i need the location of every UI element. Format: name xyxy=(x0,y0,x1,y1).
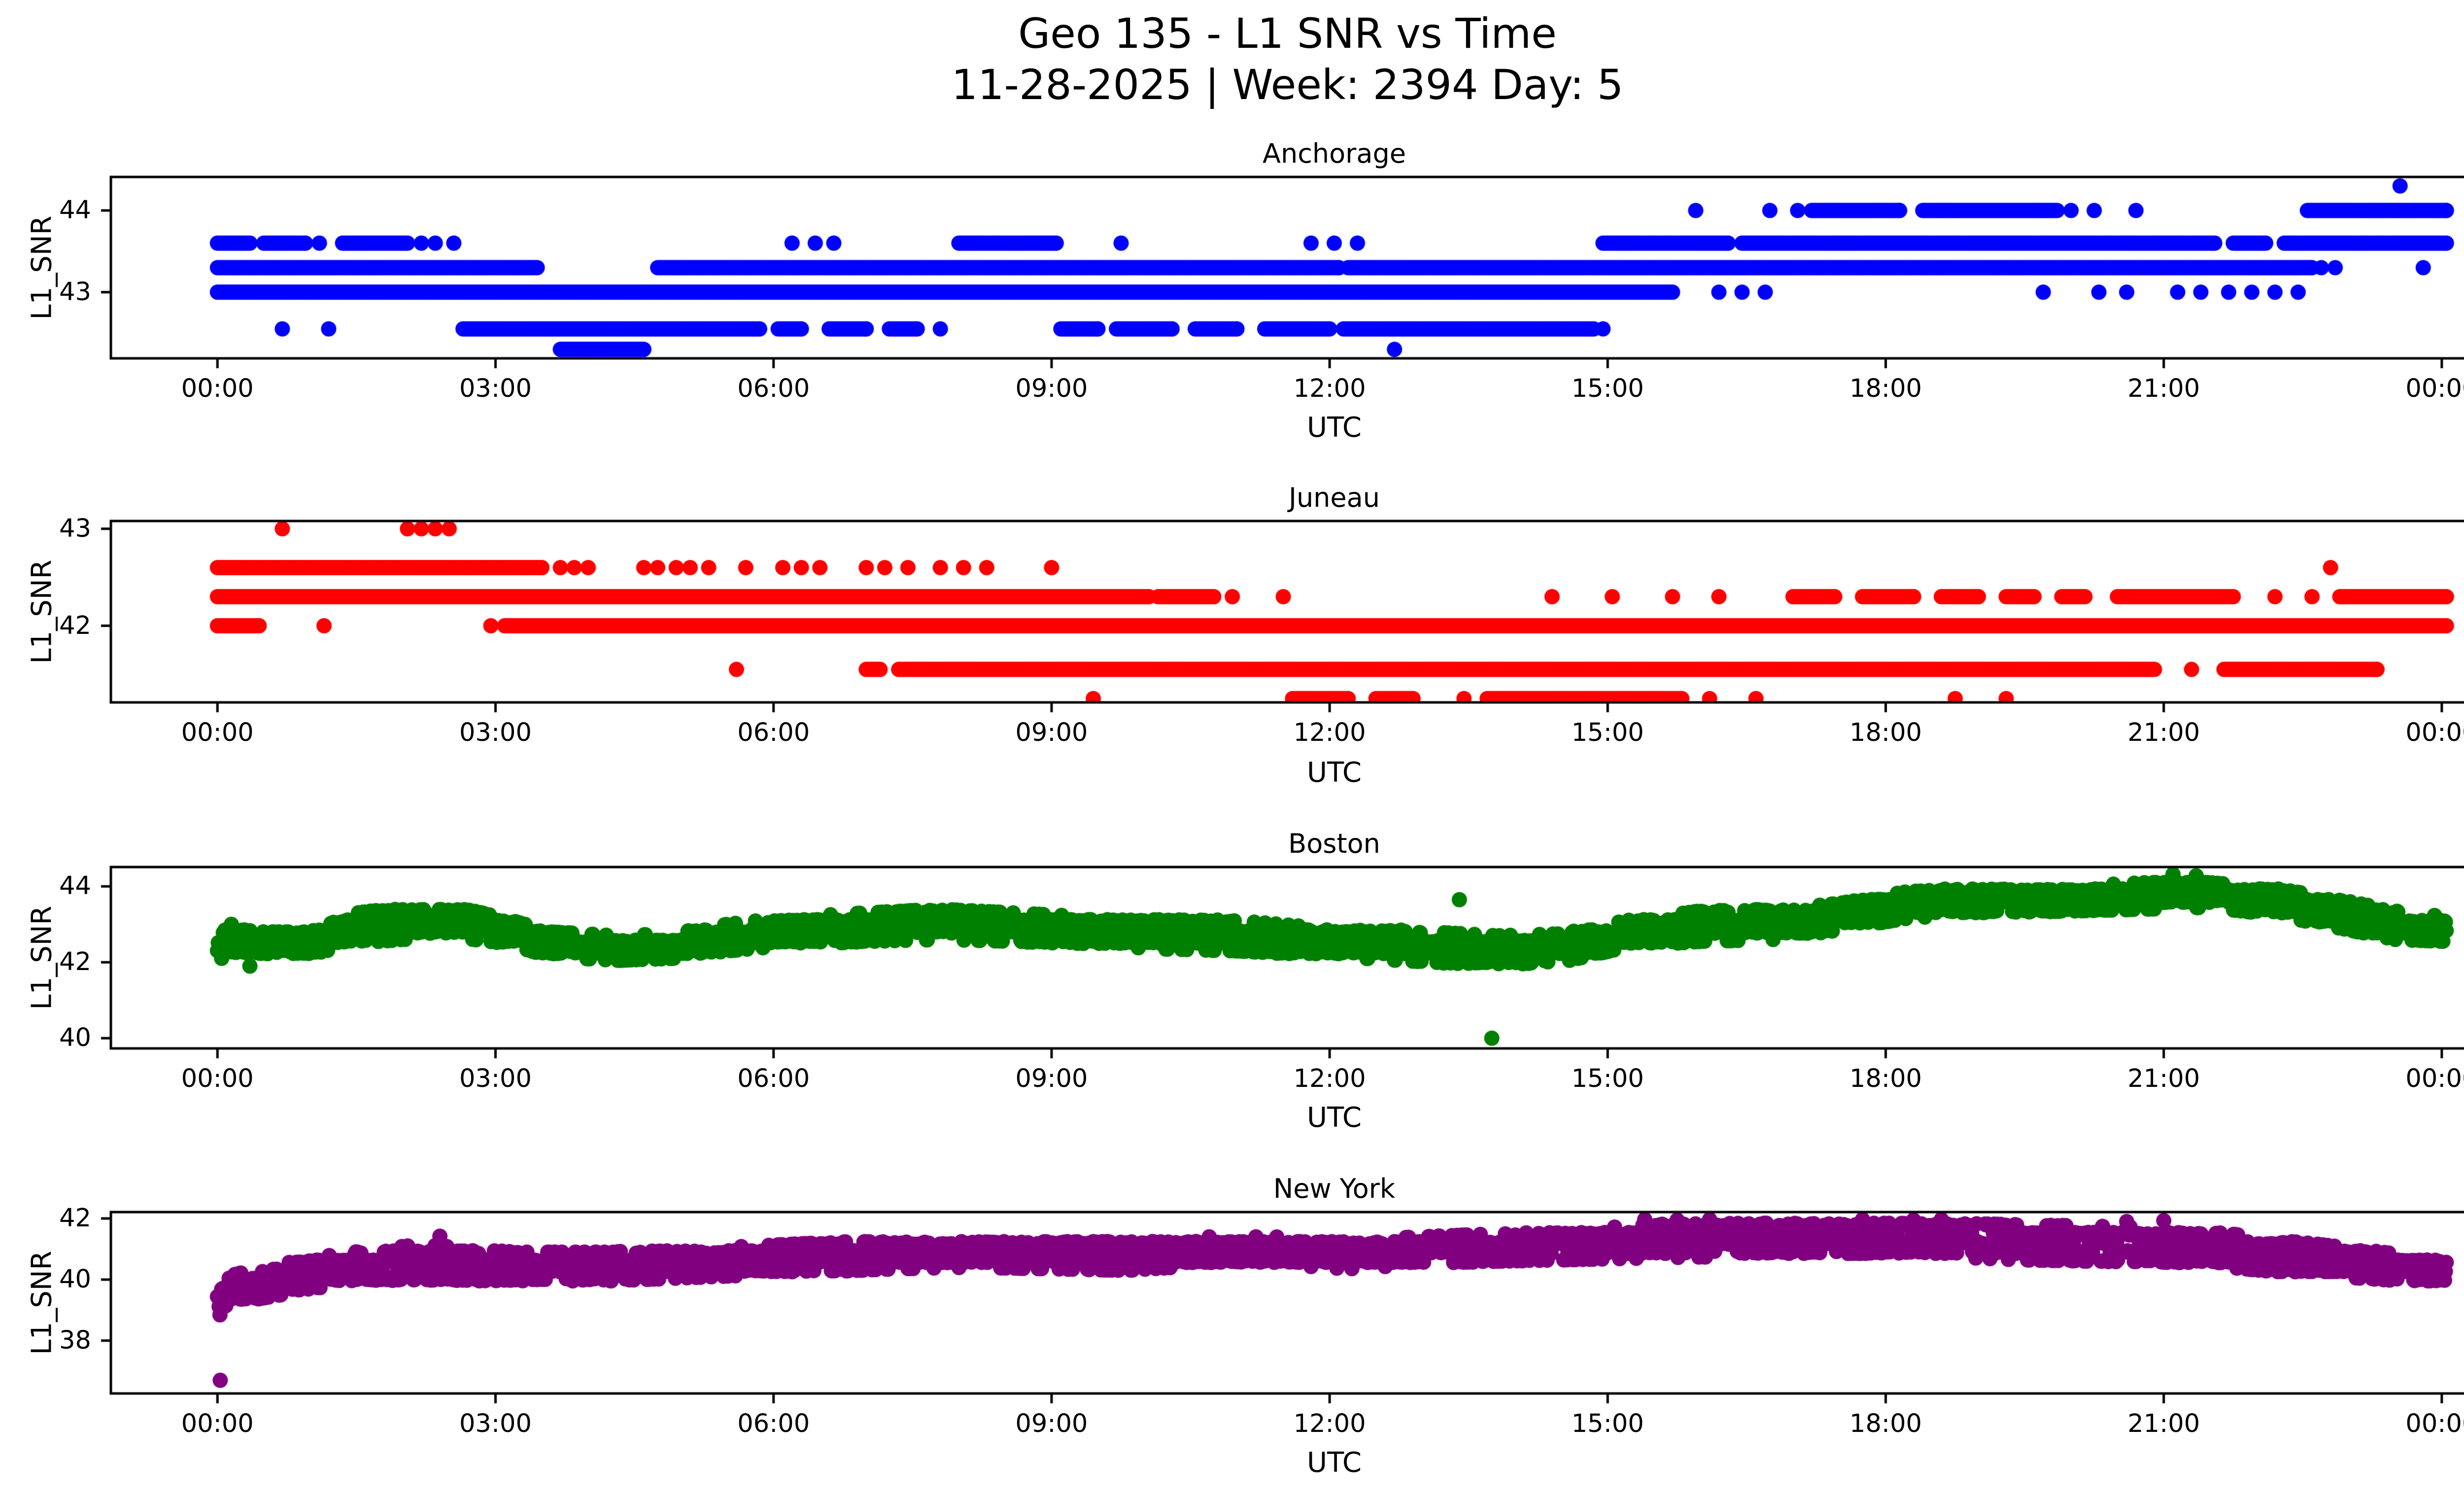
x-tick-label: 00:00 xyxy=(181,1064,254,1093)
x-tick-label: 00:00 xyxy=(2405,1409,2464,1438)
x-tick-label: 03:00 xyxy=(459,374,532,403)
x-tick-label: 09:00 xyxy=(1015,374,1088,403)
y-tick-label: 42 xyxy=(59,1204,91,1233)
subplot-title-anchorage: Anchorage xyxy=(1263,138,1406,169)
x-tick-label: 03:00 xyxy=(459,1409,532,1438)
y-tick-label: 44 xyxy=(59,195,91,225)
x-tick-label: 12:00 xyxy=(1293,374,1366,403)
x-tick-label: 00:00 xyxy=(2405,1064,2464,1093)
y-tick-label: 40 xyxy=(59,1023,91,1053)
y-tick-label: 44 xyxy=(59,871,91,901)
y-tick-label: 42 xyxy=(59,611,91,640)
subplot-title-boston: Boston xyxy=(1288,828,1380,859)
figure-title-line1: Geo 135 - L1 SNR vs Time xyxy=(1018,9,1557,58)
x-tick-label: 00:00 xyxy=(181,718,254,747)
x-tick-label: 06:00 xyxy=(737,718,810,747)
y-tick-label: 43 xyxy=(59,277,91,307)
x-tick-label: 06:00 xyxy=(737,1064,810,1093)
x-tick-label: 09:00 xyxy=(1015,1409,1088,1438)
x-tick-label: 09:00 xyxy=(1015,718,1088,747)
x-tick-label: 12:00 xyxy=(1293,1064,1366,1093)
x-tick-label: 18:00 xyxy=(1849,374,1922,403)
y-tick-label: 38 xyxy=(59,1325,91,1355)
x-axis-label-new-york: UTC xyxy=(1306,1447,1362,1479)
x-axis-label-anchorage: UTC xyxy=(1306,412,1362,444)
x-tick-label: 03:00 xyxy=(459,718,532,747)
x-tick-label: 21:00 xyxy=(2127,718,2200,747)
x-axis-label-boston: UTC xyxy=(1306,1102,1362,1134)
x-tick-label: 03:00 xyxy=(459,1064,532,1093)
x-tick-label: 12:00 xyxy=(1293,1409,1366,1438)
figure-title-line2: 11-28-2025 | Week: 2394 Day: 5 xyxy=(951,61,1624,109)
x-tick-label: 00:00 xyxy=(2405,374,2464,403)
x-tick-label: 15:00 xyxy=(1571,718,1644,747)
x-tick-label: 06:00 xyxy=(737,1409,810,1438)
x-tick-label: 15:00 xyxy=(1571,374,1644,403)
x-tick-label: 15:00 xyxy=(1571,1409,1644,1438)
y-tick-label: 42 xyxy=(59,947,91,977)
subplot-title-juneau: Juneau xyxy=(1289,482,1380,513)
x-tick-label: 00:00 xyxy=(181,1409,254,1438)
x-tick-label: 21:00 xyxy=(2127,1409,2200,1438)
x-tick-label: 18:00 xyxy=(1849,1064,1922,1093)
y-tick-label: 43 xyxy=(59,514,91,543)
x-tick-label: 15:00 xyxy=(1571,1064,1644,1093)
x-axis-label-juneau: UTC xyxy=(1306,757,1362,789)
x-tick-label: 21:00 xyxy=(2127,1064,2200,1093)
x-tick-label: 00:00 xyxy=(181,374,254,403)
x-tick-label: 18:00 xyxy=(1849,1409,1922,1438)
y-tick-label: 40 xyxy=(59,1264,91,1294)
x-tick-label: 18:00 xyxy=(1849,718,1922,747)
x-tick-label: 21:00 xyxy=(2127,374,2200,403)
x-tick-label: 00:00 xyxy=(2405,718,2464,747)
x-tick-label: 12:00 xyxy=(1293,718,1366,747)
x-tick-label: 06:00 xyxy=(737,374,810,403)
subplot-title-new-york: New York xyxy=(1273,1173,1396,1204)
x-tick-label: 09:00 xyxy=(1015,1064,1088,1093)
